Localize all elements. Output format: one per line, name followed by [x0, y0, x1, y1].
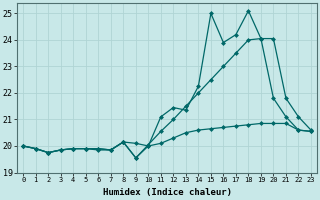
X-axis label: Humidex (Indice chaleur): Humidex (Indice chaleur) — [103, 188, 232, 197]
